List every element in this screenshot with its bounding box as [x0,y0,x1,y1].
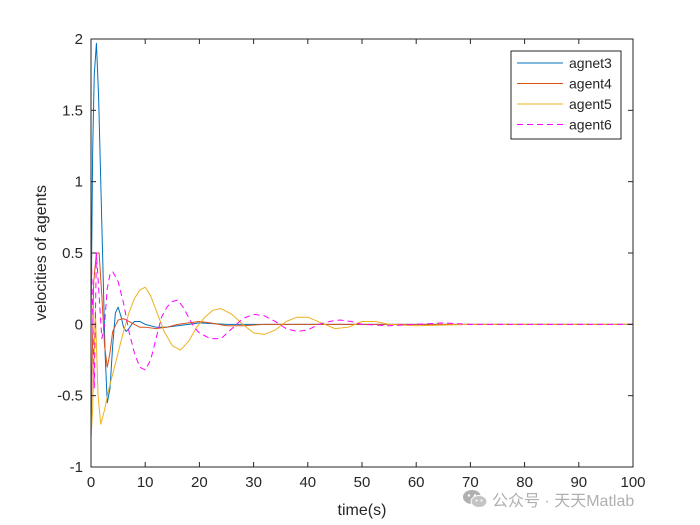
series-line-3 [91,286,633,439]
watermark: 公众号 · 天天Matlab [462,487,634,511]
x-tick-label: 30 [245,474,262,491]
x-tick-label: 80 [516,474,533,491]
y-axis-label: velocities of agents [33,185,50,321]
legend: agnet3 agent4 agent5 agent6 [510,50,622,140]
series-line-2 [91,252,633,439]
series-line-4 [91,238,633,390]
watermark-text: 公众号 · 天天Matlab [492,493,635,510]
y-tick-label: 1 [75,174,83,191]
y-tick-label: 0.5 [62,245,83,262]
series-layer [91,42,633,439]
x-tick-label: 90 [570,474,587,491]
legend-label-2: agent4 [569,76,612,92]
legend-label-3: agent5 [569,96,612,112]
ticks-layer: 0 10 20 30 40 50 60 70 80 90 100 -1 -0.5 0 0.5 1 1.5 2 [57,31,645,491]
x-tick-label: 70 [462,474,479,491]
y-tick-label: 0 [75,316,83,333]
x-tick-label: 100 [620,474,645,491]
x-tick-label: 60 [408,474,425,491]
legend-label-1: agnet3 [569,55,612,71]
y-tick-label: 1.5 [62,102,83,119]
x-axis-label: time(s) [338,502,387,519]
y-tick-label: -1 [70,459,83,476]
legend-label-4: agent6 [569,117,612,133]
x-tick-label: 50 [354,474,371,491]
wechat-icon [463,490,488,508]
x-tick-label: 10 [137,474,154,491]
y-tick-label: -0.5 [57,388,83,405]
x-tick-label: 0 [87,474,95,491]
x-tick-label: 20 [191,474,208,491]
y-tick-label: 2 [75,31,83,48]
series-line-1 [91,42,633,404]
x-tick-label: 40 [299,474,316,491]
